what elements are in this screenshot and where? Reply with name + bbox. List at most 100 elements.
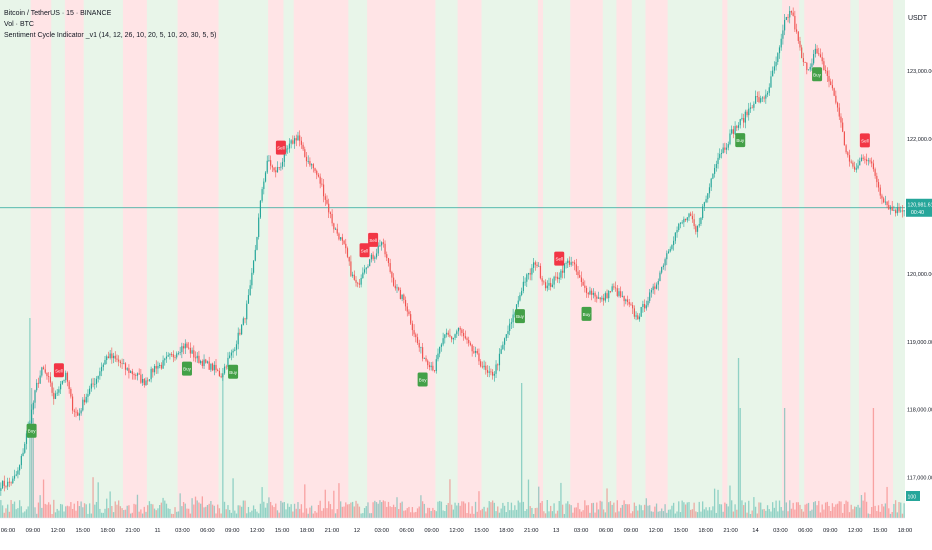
candle[interactable] bbox=[408, 309, 410, 316]
time-scale[interactable]: 06:00 09:00 12:00 15:00 18:00 21:00 11 03:00 06:… bbox=[0, 517, 912, 550]
candle[interactable] bbox=[662, 263, 664, 270]
candle[interactable] bbox=[152, 368, 154, 378]
candle[interactable] bbox=[126, 367, 128, 372]
candle[interactable] bbox=[362, 267, 364, 279]
candle[interactable] bbox=[753, 101, 755, 111]
candle[interactable] bbox=[710, 177, 712, 192]
candle[interactable] bbox=[258, 213, 260, 240]
candle[interactable] bbox=[15, 471, 17, 477]
candle[interactable] bbox=[611, 283, 613, 293]
candle[interactable] bbox=[375, 248, 378, 260]
candle[interactable] bbox=[119, 359, 121, 368]
candle[interactable] bbox=[401, 294, 403, 302]
candle[interactable] bbox=[505, 333, 507, 342]
candle[interactable] bbox=[676, 226, 678, 238]
candle[interactable] bbox=[801, 44, 803, 59]
candle[interactable] bbox=[309, 157, 311, 167]
candle[interactable] bbox=[876, 172, 878, 188]
candle[interactable] bbox=[355, 276, 357, 287]
candle[interactable] bbox=[7, 477, 9, 491]
candle[interactable] bbox=[637, 312, 639, 320]
candle[interactable] bbox=[104, 356, 106, 365]
candle[interactable] bbox=[384, 240, 386, 258]
candle[interactable] bbox=[544, 279, 547, 291]
candle[interactable] bbox=[881, 193, 883, 205]
candle[interactable] bbox=[825, 65, 827, 74]
candle[interactable] bbox=[410, 311, 412, 326]
candle[interactable] bbox=[343, 239, 345, 245]
candle[interactable] bbox=[772, 66, 774, 77]
candle[interactable] bbox=[860, 154, 863, 162]
candle[interactable] bbox=[854, 161, 856, 173]
candle[interactable] bbox=[456, 329, 458, 338]
candle[interactable] bbox=[633, 305, 635, 320]
candle[interactable] bbox=[570, 256, 572, 267]
candle[interactable] bbox=[75, 407, 77, 418]
candle[interactable] bbox=[300, 136, 302, 149]
candle[interactable] bbox=[138, 368, 140, 375]
candle[interactable] bbox=[324, 193, 326, 206]
candle[interactable] bbox=[775, 56, 777, 71]
candle[interactable] bbox=[425, 355, 427, 363]
candle[interactable] bbox=[225, 364, 227, 370]
candle[interactable] bbox=[179, 346, 181, 356]
candle[interactable] bbox=[650, 287, 653, 298]
candle[interactable] bbox=[242, 316, 244, 326]
candle[interactable] bbox=[396, 284, 398, 293]
candle[interactable] bbox=[46, 372, 48, 380]
candle[interactable] bbox=[459, 326, 461, 336]
candle[interactable] bbox=[746, 109, 748, 118]
price-scale[interactable]: 123,000.00122,000.00121,000.00120,000.00… bbox=[905, 0, 932, 550]
candle[interactable] bbox=[423, 357, 425, 359]
candle[interactable] bbox=[782, 24, 784, 45]
candle[interactable] bbox=[843, 131, 845, 146]
candle[interactable] bbox=[768, 83, 770, 96]
candle[interactable] bbox=[157, 361, 159, 374]
candle[interactable] bbox=[109, 349, 111, 360]
candle[interactable] bbox=[449, 328, 451, 338]
candle[interactable] bbox=[695, 224, 697, 235]
candle[interactable] bbox=[329, 211, 332, 219]
buy-signal[interactable]: Buy bbox=[26, 423, 37, 438]
candle[interactable] bbox=[99, 367, 101, 380]
candle[interactable] bbox=[316, 169, 318, 180]
candle[interactable] bbox=[392, 273, 395, 287]
candle[interactable] bbox=[558, 272, 560, 284]
candle[interactable] bbox=[442, 332, 444, 347]
candle[interactable] bbox=[502, 341, 504, 350]
candle[interactable] bbox=[1, 480, 4, 490]
candle[interactable] bbox=[679, 222, 682, 229]
candle[interactable] bbox=[374, 255, 376, 263]
candle[interactable] bbox=[213, 361, 215, 376]
candle[interactable] bbox=[437, 348, 439, 362]
candle[interactable] bbox=[246, 300, 248, 326]
candle[interactable] bbox=[222, 373, 224, 381]
candle[interactable] bbox=[352, 271, 354, 278]
candle[interactable] bbox=[773, 61, 775, 74]
candle[interactable] bbox=[562, 265, 564, 279]
candle[interactable] bbox=[763, 95, 765, 103]
candle[interactable] bbox=[30, 404, 33, 426]
candle[interactable] bbox=[418, 339, 420, 352]
candle[interactable] bbox=[712, 173, 714, 180]
candle[interactable] bbox=[124, 362, 127, 376]
candle[interactable] bbox=[722, 143, 724, 154]
candle[interactable] bbox=[686, 216, 688, 223]
candle[interactable] bbox=[621, 291, 623, 298]
candle[interactable] bbox=[218, 367, 221, 377]
buy-signal[interactable]: Buy bbox=[181, 361, 192, 376]
candle[interactable] bbox=[12, 476, 14, 484]
candle[interactable] bbox=[765, 89, 767, 104]
candle[interactable] bbox=[394, 279, 396, 291]
candle[interactable] bbox=[597, 291, 600, 299]
candle[interactable] bbox=[322, 178, 325, 203]
candle[interactable] bbox=[608, 289, 610, 303]
candle[interactable] bbox=[797, 31, 799, 44]
candle[interactable] bbox=[640, 306, 642, 317]
candle[interactable] bbox=[416, 333, 419, 345]
candle[interactable] bbox=[150, 366, 152, 383]
candle[interactable] bbox=[66, 371, 69, 387]
candle[interactable] bbox=[690, 211, 692, 217]
candle[interactable] bbox=[568, 256, 571, 267]
candle[interactable] bbox=[855, 163, 857, 173]
